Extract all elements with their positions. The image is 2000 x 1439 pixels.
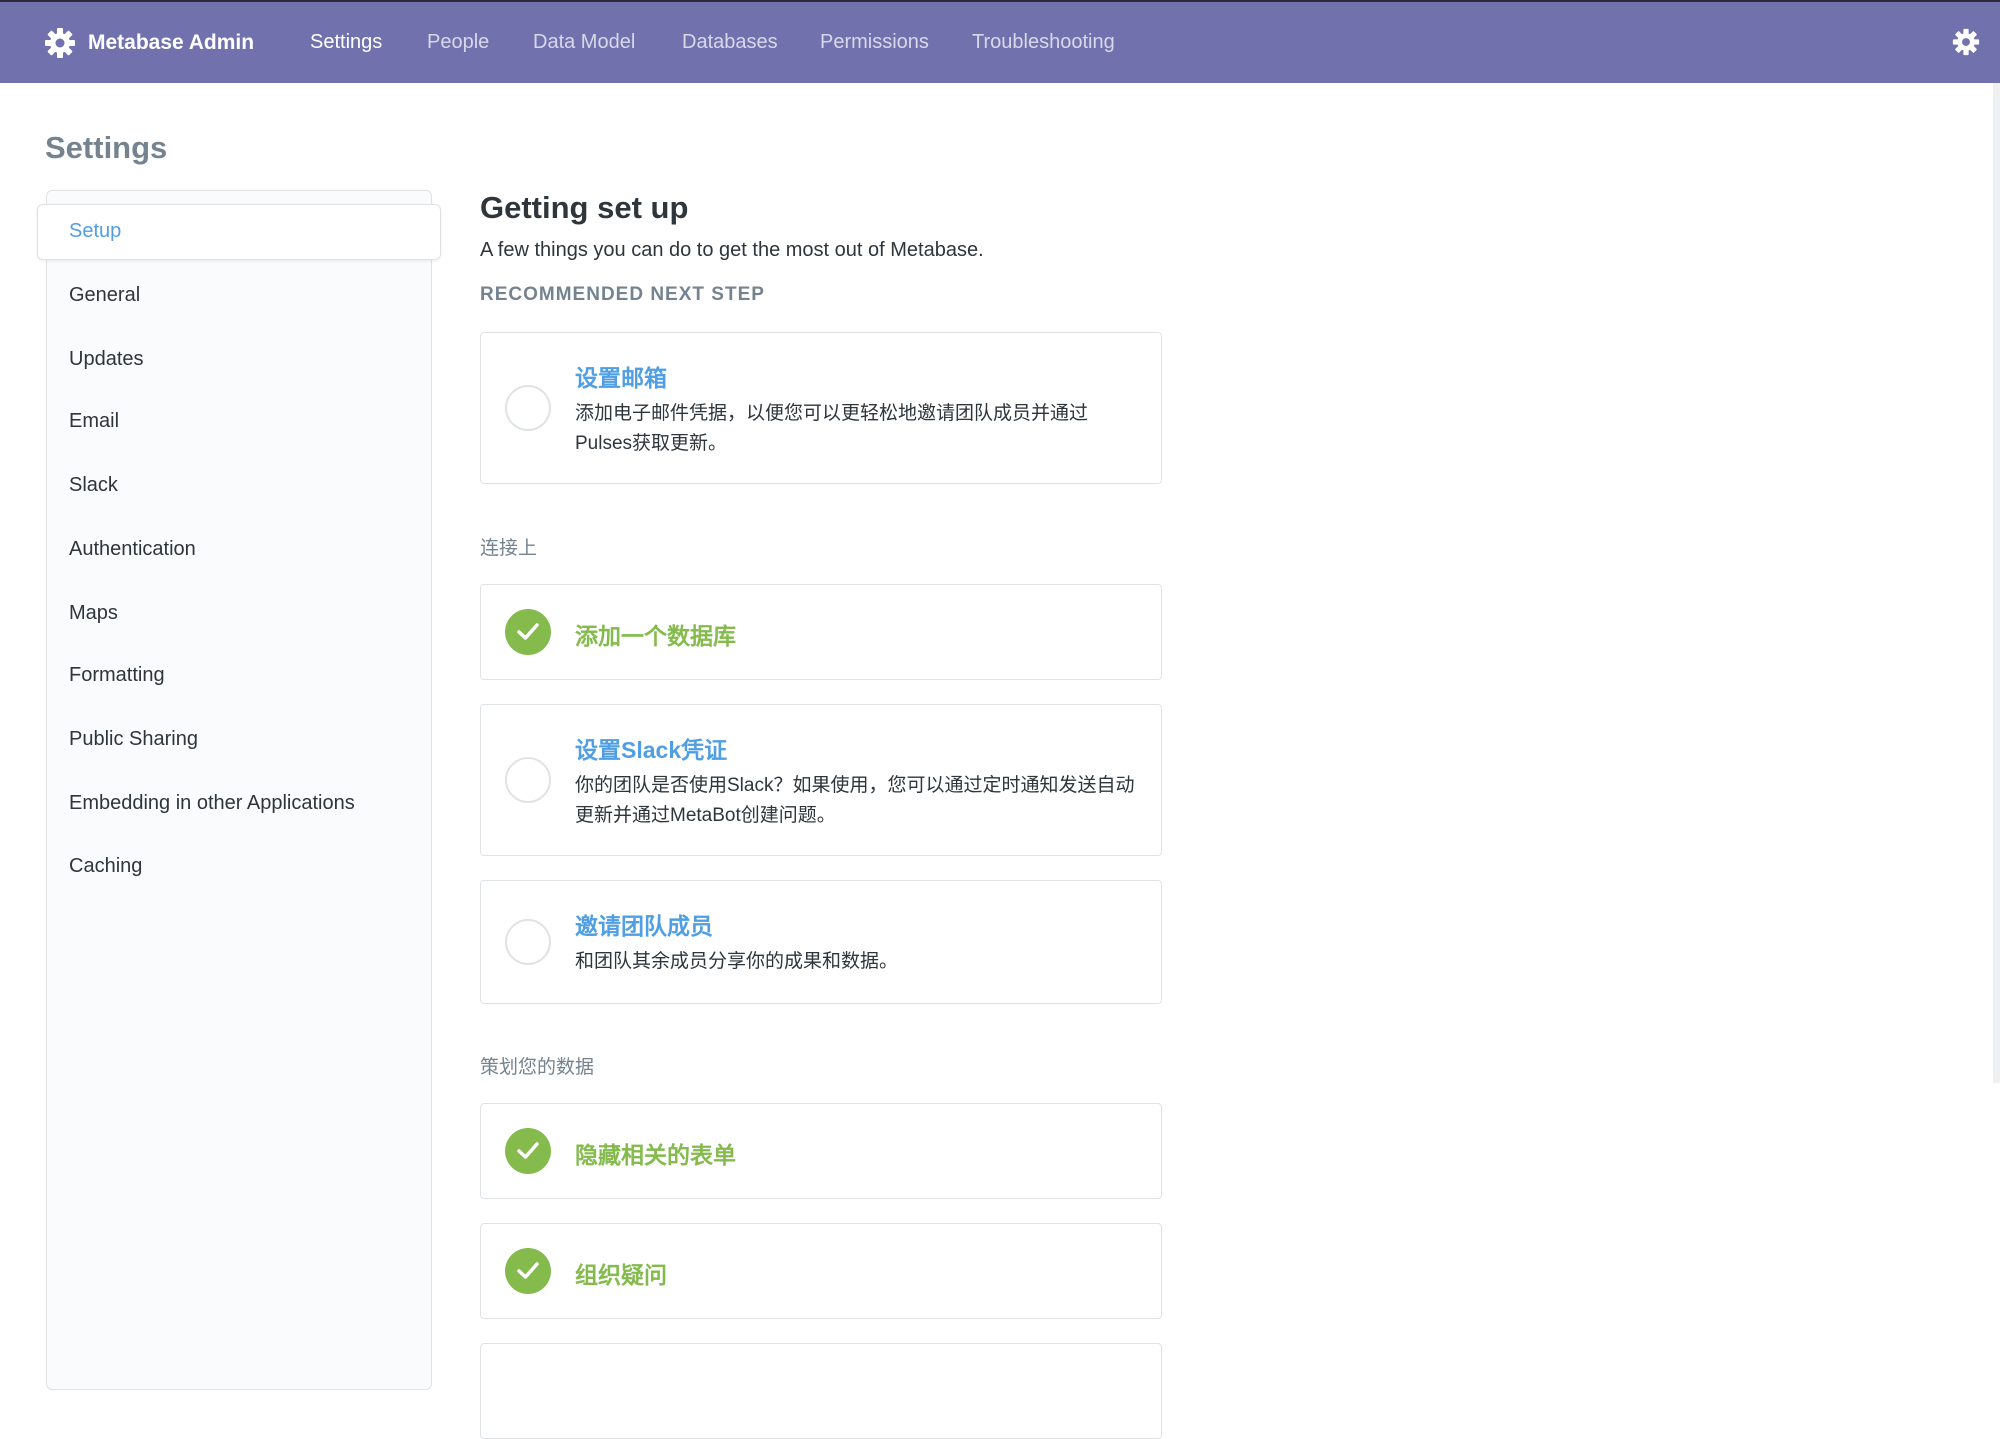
sidebar-item-setup[interactable]: Setup [37,204,441,260]
sidebar-item-embedding[interactable]: Embedding in other Applications [69,792,355,814]
brand-name: Metabase Admin [88,30,255,54]
incomplete-circle-icon [505,919,551,965]
task-title: 设置邮箱 [575,365,667,391]
sidebar-item-general[interactable]: General [69,284,141,306]
section-recommended: RECOMMENDED NEXT STEP [480,284,765,305]
gear-icon [1952,28,1980,56]
nav-databases[interactable]: Databases [682,31,778,53]
task-card-database[interactable]: 添加一个数据库 [480,584,1162,680]
task-card-hide-tables[interactable]: 隐藏相关的表单 [480,1103,1162,1199]
main-title: Getting set up [480,190,689,225]
task-card-email[interactable]: 设置邮箱 添加电子邮件凭据，以便您可以更轻松地邀请团队成员并通过Pulses获取… [480,332,1162,484]
page-scrollbar[interactable] [1993,83,2000,1083]
task-title: 设置Slack凭证 [575,737,728,763]
check-circle-icon [505,1128,551,1174]
nav-troubleshooting[interactable]: Troubleshooting [972,31,1115,53]
sidebar-item-caching[interactable]: Caching [69,855,143,877]
sidebar-item-label: Setup [69,220,122,242]
task-card-invite[interactable]: 邀请团队成员 和团队其余成员分享你的成果和数据。 [480,880,1162,1004]
sidebar-item-maps[interactable]: Maps [69,602,118,624]
task-card-partial[interactable] [480,1343,1162,1439]
section-curate: 策划您的数据 [480,1057,595,1078]
task-title: 邀请团队成员 [575,913,713,939]
admin-header: Metabase Admin Settings People Data Mode… [0,0,2000,83]
check-circle-icon [505,1248,551,1294]
nav-people[interactable]: People [427,31,490,53]
sidebar-item-slack[interactable]: Slack [69,474,118,496]
task-card-slack[interactable]: 设置Slack凭证 你的团队是否使用Slack？如果使用，您可以通过定时通知发送… [480,704,1162,856]
incomplete-circle-icon [505,757,551,803]
task-card-organize-questions[interactable]: 组织疑问 [480,1223,1162,1319]
incomplete-circle-icon [505,385,551,431]
task-description: 和团队其余成员分享你的成果和数据。 [575,951,899,972]
gear-icon [45,27,75,58]
nav-data-model[interactable]: Data Model [533,31,636,53]
sidebar-item-authentication[interactable]: Authentication [69,538,196,560]
settings-menu-button[interactable] [1952,28,1980,61]
main-subtitle: A few things you can do to get the most … [480,239,984,261]
task-title: 添加一个数据库 [575,623,736,649]
sidebar-item-email[interactable]: Email [69,410,120,432]
task-title: 组织疑问 [575,1262,667,1288]
sidebar-item-updates[interactable]: Updates [69,348,144,370]
sidebar-item-formatting[interactable]: Formatting [69,664,165,686]
section-connect: 连接上 [480,538,538,559]
task-description: 添加电子邮件凭据，以便您可以更轻松地邀请团队成员并通过Pulses获取更新。 [575,403,1089,454]
sidebar-item-public-sharing[interactable]: Public Sharing [69,728,198,750]
nav-settings[interactable]: Settings [310,31,383,53]
brand-logo[interactable]: Metabase Admin [44,2,254,83]
page-title: Settings [45,130,168,165]
task-title: 隐藏相关的表单 [575,1142,736,1168]
nav-permissions[interactable]: Permissions [820,31,929,53]
settings-sidebar [46,190,432,1390]
check-circle-icon [505,609,551,655]
task-description: 你的团队是否使用Slack？如果使用，您可以通过定时通知发送自动更新并通过Met… [575,775,1135,826]
